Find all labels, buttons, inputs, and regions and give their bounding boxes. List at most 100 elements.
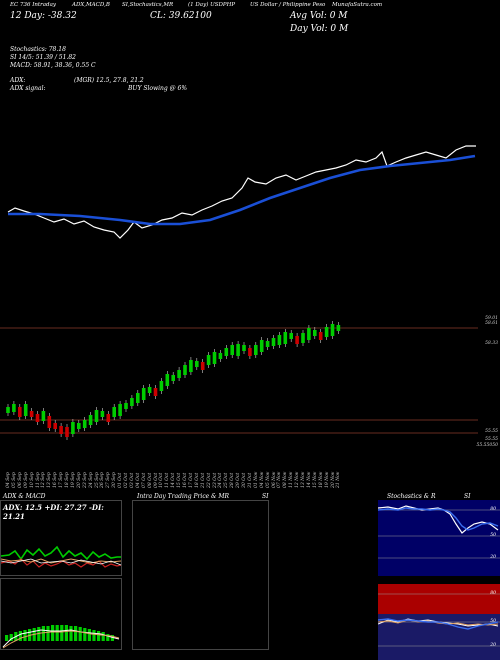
candle-body bbox=[141, 388, 146, 400]
candle-body bbox=[212, 352, 217, 364]
date-tick-label: 02 Oct bbox=[124, 472, 129, 488]
candle-body bbox=[53, 423, 57, 429]
macd-histogram-bar bbox=[64, 625, 68, 641]
intraday-panel-title: Intra Day Trading Price & MR bbox=[137, 493, 230, 500]
candle-body bbox=[153, 388, 158, 396]
candle-body bbox=[77, 423, 81, 429]
candle-body bbox=[200, 362, 205, 370]
date-tick-label: 20 Nov bbox=[330, 471, 336, 488]
macd-histogram-bar bbox=[101, 632, 105, 641]
date-tick-label: 21 Oct bbox=[200, 472, 206, 488]
date-tick-label: 23 Sep bbox=[82, 472, 88, 488]
date-tick-label: 13 Sep bbox=[47, 472, 53, 488]
header-timeframe: (1 Day) USDPHP bbox=[188, 2, 236, 8]
adx-panel-title: ADX & MACD bbox=[3, 493, 46, 500]
candle-body bbox=[82, 420, 87, 428]
date-tick-label: 26 Sep bbox=[100, 472, 106, 488]
candle-body bbox=[65, 427, 69, 437]
date-tick-label: 31 Oct bbox=[247, 472, 253, 488]
candle-body bbox=[301, 333, 305, 343]
date-tick-label: 10 Sep bbox=[29, 472, 35, 488]
date-tick-label: 21 Nov bbox=[336, 471, 342, 488]
header-symbol-info: EC 736 Intraday bbox=[10, 2, 56, 8]
date-tick-label: 12 Nov bbox=[295, 471, 301, 488]
date-tick-label: 13 Nov bbox=[301, 471, 306, 488]
si-panel: 80 50 20 bbox=[378, 584, 500, 660]
candle-body bbox=[259, 340, 264, 352]
candle-body bbox=[265, 341, 270, 347]
date-tick-label: 15 Nov bbox=[312, 471, 318, 488]
macd-histogram-bar bbox=[9, 634, 13, 641]
candle-body bbox=[295, 336, 299, 344]
candle-body bbox=[136, 393, 140, 403]
date-tick-label: 06 Sep bbox=[17, 472, 23, 488]
macd-histogram-bar bbox=[46, 626, 50, 641]
date-tick-label: 11 Nov bbox=[289, 471, 295, 488]
candle-body bbox=[88, 415, 93, 425]
candle-body bbox=[289, 333, 293, 339]
macd-histogram-bar bbox=[83, 628, 87, 641]
candle-body bbox=[195, 361, 199, 367]
date-tick-label: 18 Nov bbox=[318, 471, 324, 488]
macd-histogram-bar bbox=[69, 626, 73, 641]
date-tick-label: 16 Oct bbox=[183, 472, 188, 488]
adx-lines bbox=[1, 545, 122, 568]
price-label-2: 58.61 bbox=[485, 321, 498, 326]
candle-body bbox=[130, 398, 134, 406]
macd-panel bbox=[0, 578, 122, 650]
date-tick-label: 08 Oct bbox=[147, 472, 153, 488]
stochastics-value: Stochastics: 78.18 bbox=[10, 46, 66, 53]
header-site: MunafaSutra.com bbox=[332, 2, 383, 8]
date-tick-label: 25 Sep bbox=[94, 472, 100, 488]
candle-body bbox=[283, 332, 288, 344]
price-label-6: 55.55050 bbox=[476, 443, 498, 448]
candle-body bbox=[277, 335, 282, 345]
candle-body bbox=[230, 345, 234, 355]
buy-signal: BUY Slowing @ 6% bbox=[128, 85, 188, 92]
macd-histogram-bar bbox=[41, 626, 45, 641]
candle-body bbox=[147, 387, 152, 393]
candle-body bbox=[318, 332, 323, 340]
candle-body bbox=[189, 360, 193, 372]
header-indicators: ADX,MACD,B bbox=[72, 2, 110, 8]
date-tick-label: 18 Sep bbox=[65, 472, 70, 488]
price-label-5: 55.55 bbox=[485, 437, 498, 442]
si-label-80: 80 bbox=[490, 591, 496, 596]
si-value: SI 14/5: 51.39 / 51.82 bbox=[10, 54, 76, 61]
macd-histogram-bar bbox=[18, 631, 22, 641]
candle-body bbox=[41, 411, 46, 421]
stoch-label-50: 50 bbox=[490, 533, 496, 538]
date-tick-label: 07 Oct bbox=[141, 472, 147, 488]
candle-body bbox=[71, 422, 75, 434]
candle-body bbox=[165, 374, 170, 386]
stoch-label-20: 20 bbox=[490, 555, 496, 560]
date-tick-label: 14 Oct bbox=[171, 472, 177, 488]
header-day-vol: Day Vol: 0 M bbox=[290, 24, 349, 34]
date-tick-label: 09 Sep bbox=[23, 472, 29, 488]
date-tick-label: 05 Nov bbox=[265, 471, 271, 488]
date-tick-label: 16 Sep bbox=[53, 472, 59, 488]
adx-label: ADX: bbox=[10, 77, 26, 84]
candle-body bbox=[35, 414, 40, 422]
stoch-label-80: 80 bbox=[490, 507, 496, 512]
candle-body bbox=[171, 375, 175, 381]
date-tick-label: 25 Oct bbox=[224, 472, 230, 488]
date-tick-label: 30 Oct bbox=[242, 472, 247, 488]
macd-histogram-bar bbox=[78, 627, 82, 641]
mgr-value: (MGR) 12.5, 27.8, 21.2 bbox=[74, 77, 144, 84]
date-tick-label: 27 Sep bbox=[106, 472, 112, 488]
candle-body bbox=[183, 365, 187, 375]
candle-body bbox=[100, 411, 105, 417]
candle-body bbox=[206, 355, 211, 365]
date-tick-label: 01 Oct bbox=[118, 472, 124, 488]
candle-body bbox=[254, 345, 258, 355]
stochastics-panel: 80 50 20 bbox=[378, 500, 500, 576]
candle-body bbox=[94, 410, 99, 422]
header-close: CL: 39.62100 bbox=[150, 11, 212, 21]
date-tick-label: 04 Nov bbox=[259, 471, 265, 488]
candle-body bbox=[336, 325, 341, 331]
candle-body bbox=[313, 330, 317, 336]
price-label-4: 55.55 bbox=[485, 429, 498, 434]
date-tick-label: 04 Oct bbox=[135, 472, 141, 488]
date-tick-label: 01 Nov bbox=[253, 471, 259, 488]
